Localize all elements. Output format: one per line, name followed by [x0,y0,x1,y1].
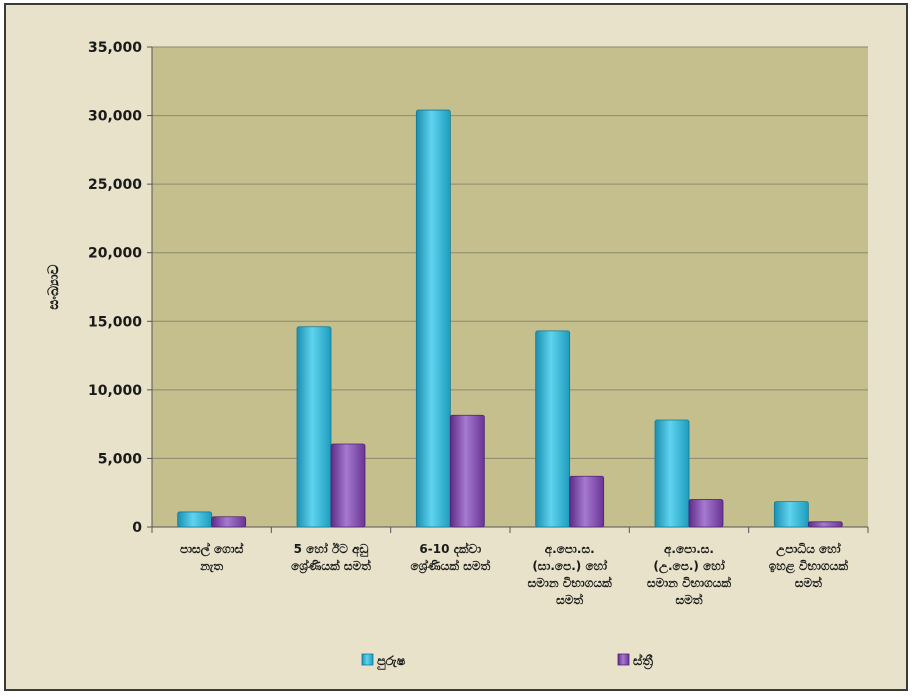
y-tick-label: 30,000 [88,109,142,125]
bar-female [807,521,843,528]
y-tick-label: 35,000 [88,40,142,56]
bar-male [535,330,571,528]
bar-male [296,326,332,528]
legend-label-female: ස්ත්‍රී [633,652,653,670]
x-category-label: අ.පො.ස. (උ.පෙ.) හෝ සමාන විභාගයක් සමත් [647,542,732,607]
legend-swatch-female [617,653,630,666]
y-tick-label: 5,000 [98,451,143,467]
bar-male [415,109,451,528]
legend-label-male: පුරුෂ [377,654,406,670]
y-tick-label: 15,000 [88,314,142,330]
x-category-label: 5 හෝ ඊට අඩු ශ්‍රේණියක් සමත් [291,541,371,574]
y-axis-title: සංඛ්‍යාව [46,264,62,309]
bar-female [449,414,485,528]
bar-male [654,419,690,528]
y-tick-label: 20,000 [88,246,142,262]
y-tick-label: 0 [132,520,142,536]
tick-labels: 0 5,000 10,000 15,000 20,000 25,000 30,000 35,0… [88,40,849,607]
legend: පුරුෂ ස්ත්‍රී [361,652,653,670]
bar-male [773,501,809,528]
bar-male [177,511,213,528]
legend-swatch-male [361,653,374,666]
x-category-label: 6-10 දක්වා ශ්‍රේණියක් සමත් [410,542,490,574]
y-tick-label: 10,000 [88,383,142,399]
bar-female [688,499,724,528]
bar-chart: 0 5,000 10,000 15,000 20,000 25,000 30,000 35,0… [46,40,869,670]
plot-area [152,47,868,527]
bars [177,109,843,528]
gridlines [147,46,868,528]
chart-frame: 0 5,000 10,000 15,000 20,000 25,000 30,000 35,0… [4,3,908,691]
x-category-label: පාසල් ගොස් නැත [180,542,244,573]
bar-female [569,475,605,528]
bar-female [330,443,366,528]
x-category-label: උපාධිය හෝ ඉහළ විභාගයක් සමත් [769,542,849,590]
bar-female [211,516,247,528]
axes [151,47,869,533]
y-tick-label: 25,000 [88,177,142,193]
x-category-label: අ.පො.ස. (සා.පෙ.) හෝ සමාන විභාගයක් සමත් [528,542,613,607]
